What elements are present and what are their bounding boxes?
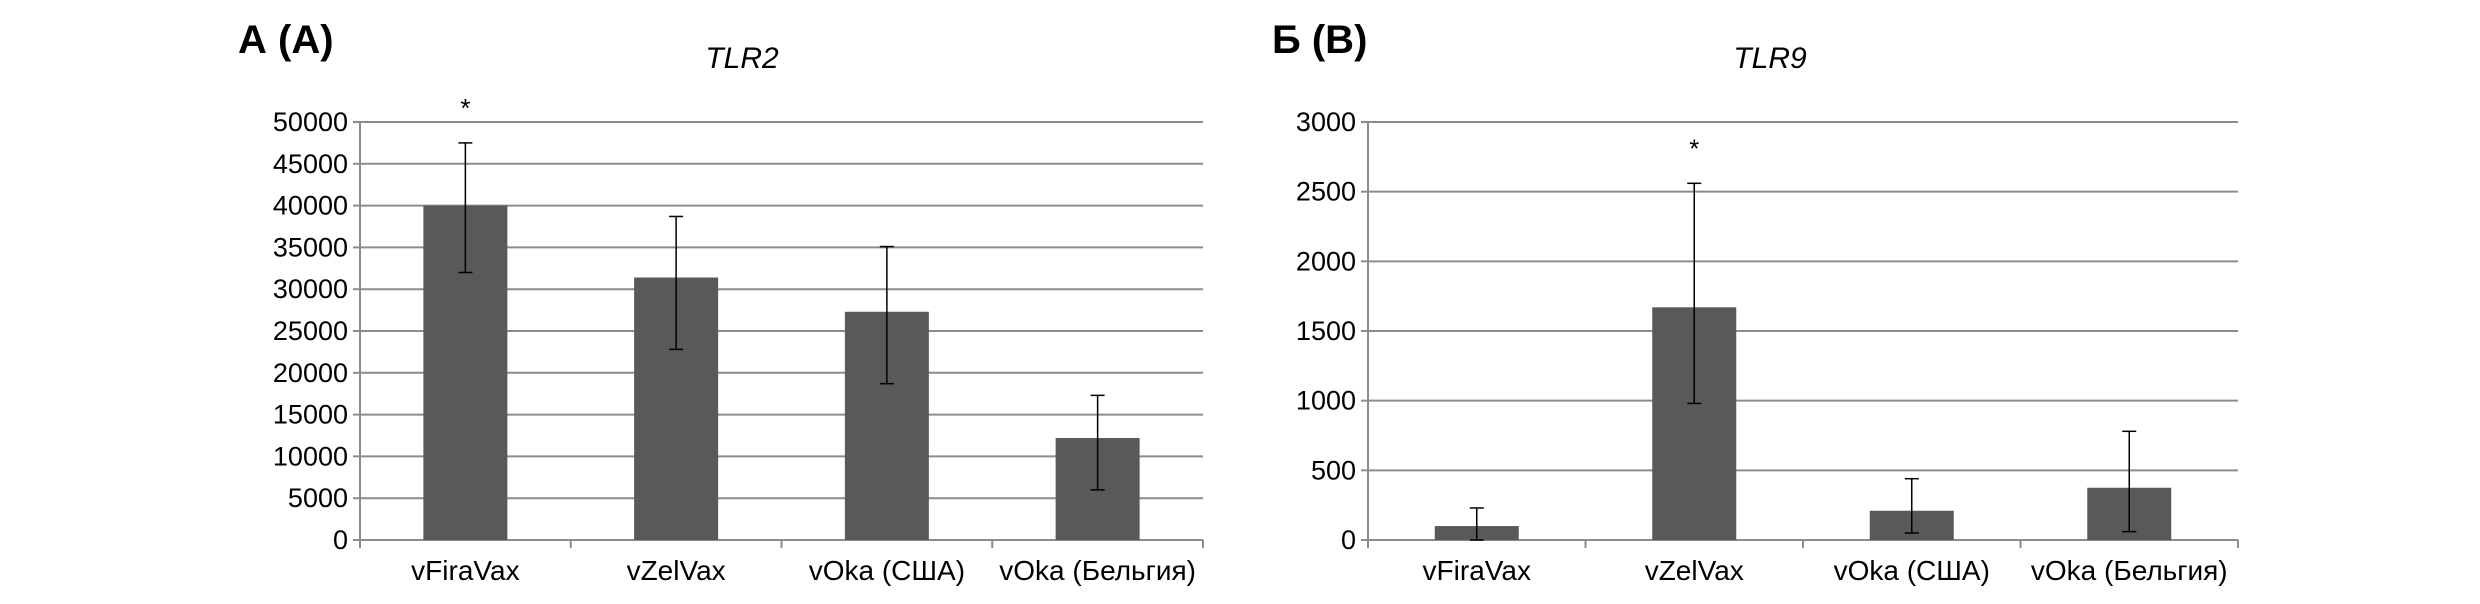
x-category-label: vZelVax (627, 555, 726, 586)
error-bar (458, 142, 473, 274)
y-tick-label: 20000 (273, 358, 348, 388)
significance-marker: * (460, 93, 470, 123)
y-tick-label: 500 (1311, 455, 1356, 485)
chart-title-tlr9: TLR9 (1733, 42, 1807, 75)
y-tick-label: 0 (333, 525, 348, 555)
bar-chart-tlr9: 0 500 1000 1500 2000 2500 3000 vFiraVax * vZelVax… (1296, 107, 2239, 586)
chart-panel-tlr2: А (A) TLR2 0 5000 10000 15000 20000 25000 3000… (238, 18, 1204, 586)
error-bar (1090, 394, 1105, 491)
error-bar (1469, 507, 1484, 541)
panel-label-b: Б (B) (1272, 18, 1368, 62)
error-bar (1687, 182, 1702, 405)
bar-chart-tlr2: 0 5000 10000 15000 20000 25000 30000 35000 40000… (273, 93, 1204, 586)
chart-title-tlr2: TLR2 (705, 42, 779, 75)
y-tick-label: 25000 (273, 316, 348, 346)
y-tick-label: 3000 (1296, 107, 1356, 137)
y-tick-label: 45000 (273, 149, 348, 179)
y-tick-label: 2000 (1296, 246, 1356, 276)
y-tick-label: 50000 (273, 107, 348, 137)
y-tick-label: 0 (1341, 525, 1356, 555)
error-bar (669, 215, 684, 351)
y-tick-label: 35000 (273, 232, 348, 262)
y-tick-label: 30000 (273, 274, 348, 304)
y-tick-label: 40000 (273, 191, 348, 221)
x-category-label: vOka (Бельгия) (2031, 555, 2228, 586)
y-tick-label: 2500 (1296, 177, 1356, 207)
error-bar (2122, 430, 2137, 533)
panel-label-a: А (A) (238, 18, 334, 62)
x-category-label: vFiraVax (411, 555, 519, 586)
y-tick-label: 1500 (1296, 316, 1356, 346)
x-category-label: vFiraVax (1423, 555, 1531, 586)
x-category-label: vOka (США) (809, 555, 965, 586)
x-category-label: vOka (США) (1834, 555, 1990, 586)
y-tick-label: 1000 (1296, 386, 1356, 416)
y-tick-label: 10000 (273, 441, 348, 471)
chart-panel-tlr9: Б (B) TLR9 0 500 1000 1500 2000 2500 3000 vFira… (1240, 0, 2480, 604)
x-category-label: vOka (Бельгия) (999, 555, 1196, 586)
error-bar (1904, 477, 1919, 534)
x-category-label: vZelVax (1645, 555, 1744, 586)
y-tick-label: 5000 (288, 483, 348, 513)
error-bar (879, 245, 894, 385)
y-tick-label: 15000 (273, 400, 348, 430)
significance-marker: * (1689, 133, 1699, 163)
